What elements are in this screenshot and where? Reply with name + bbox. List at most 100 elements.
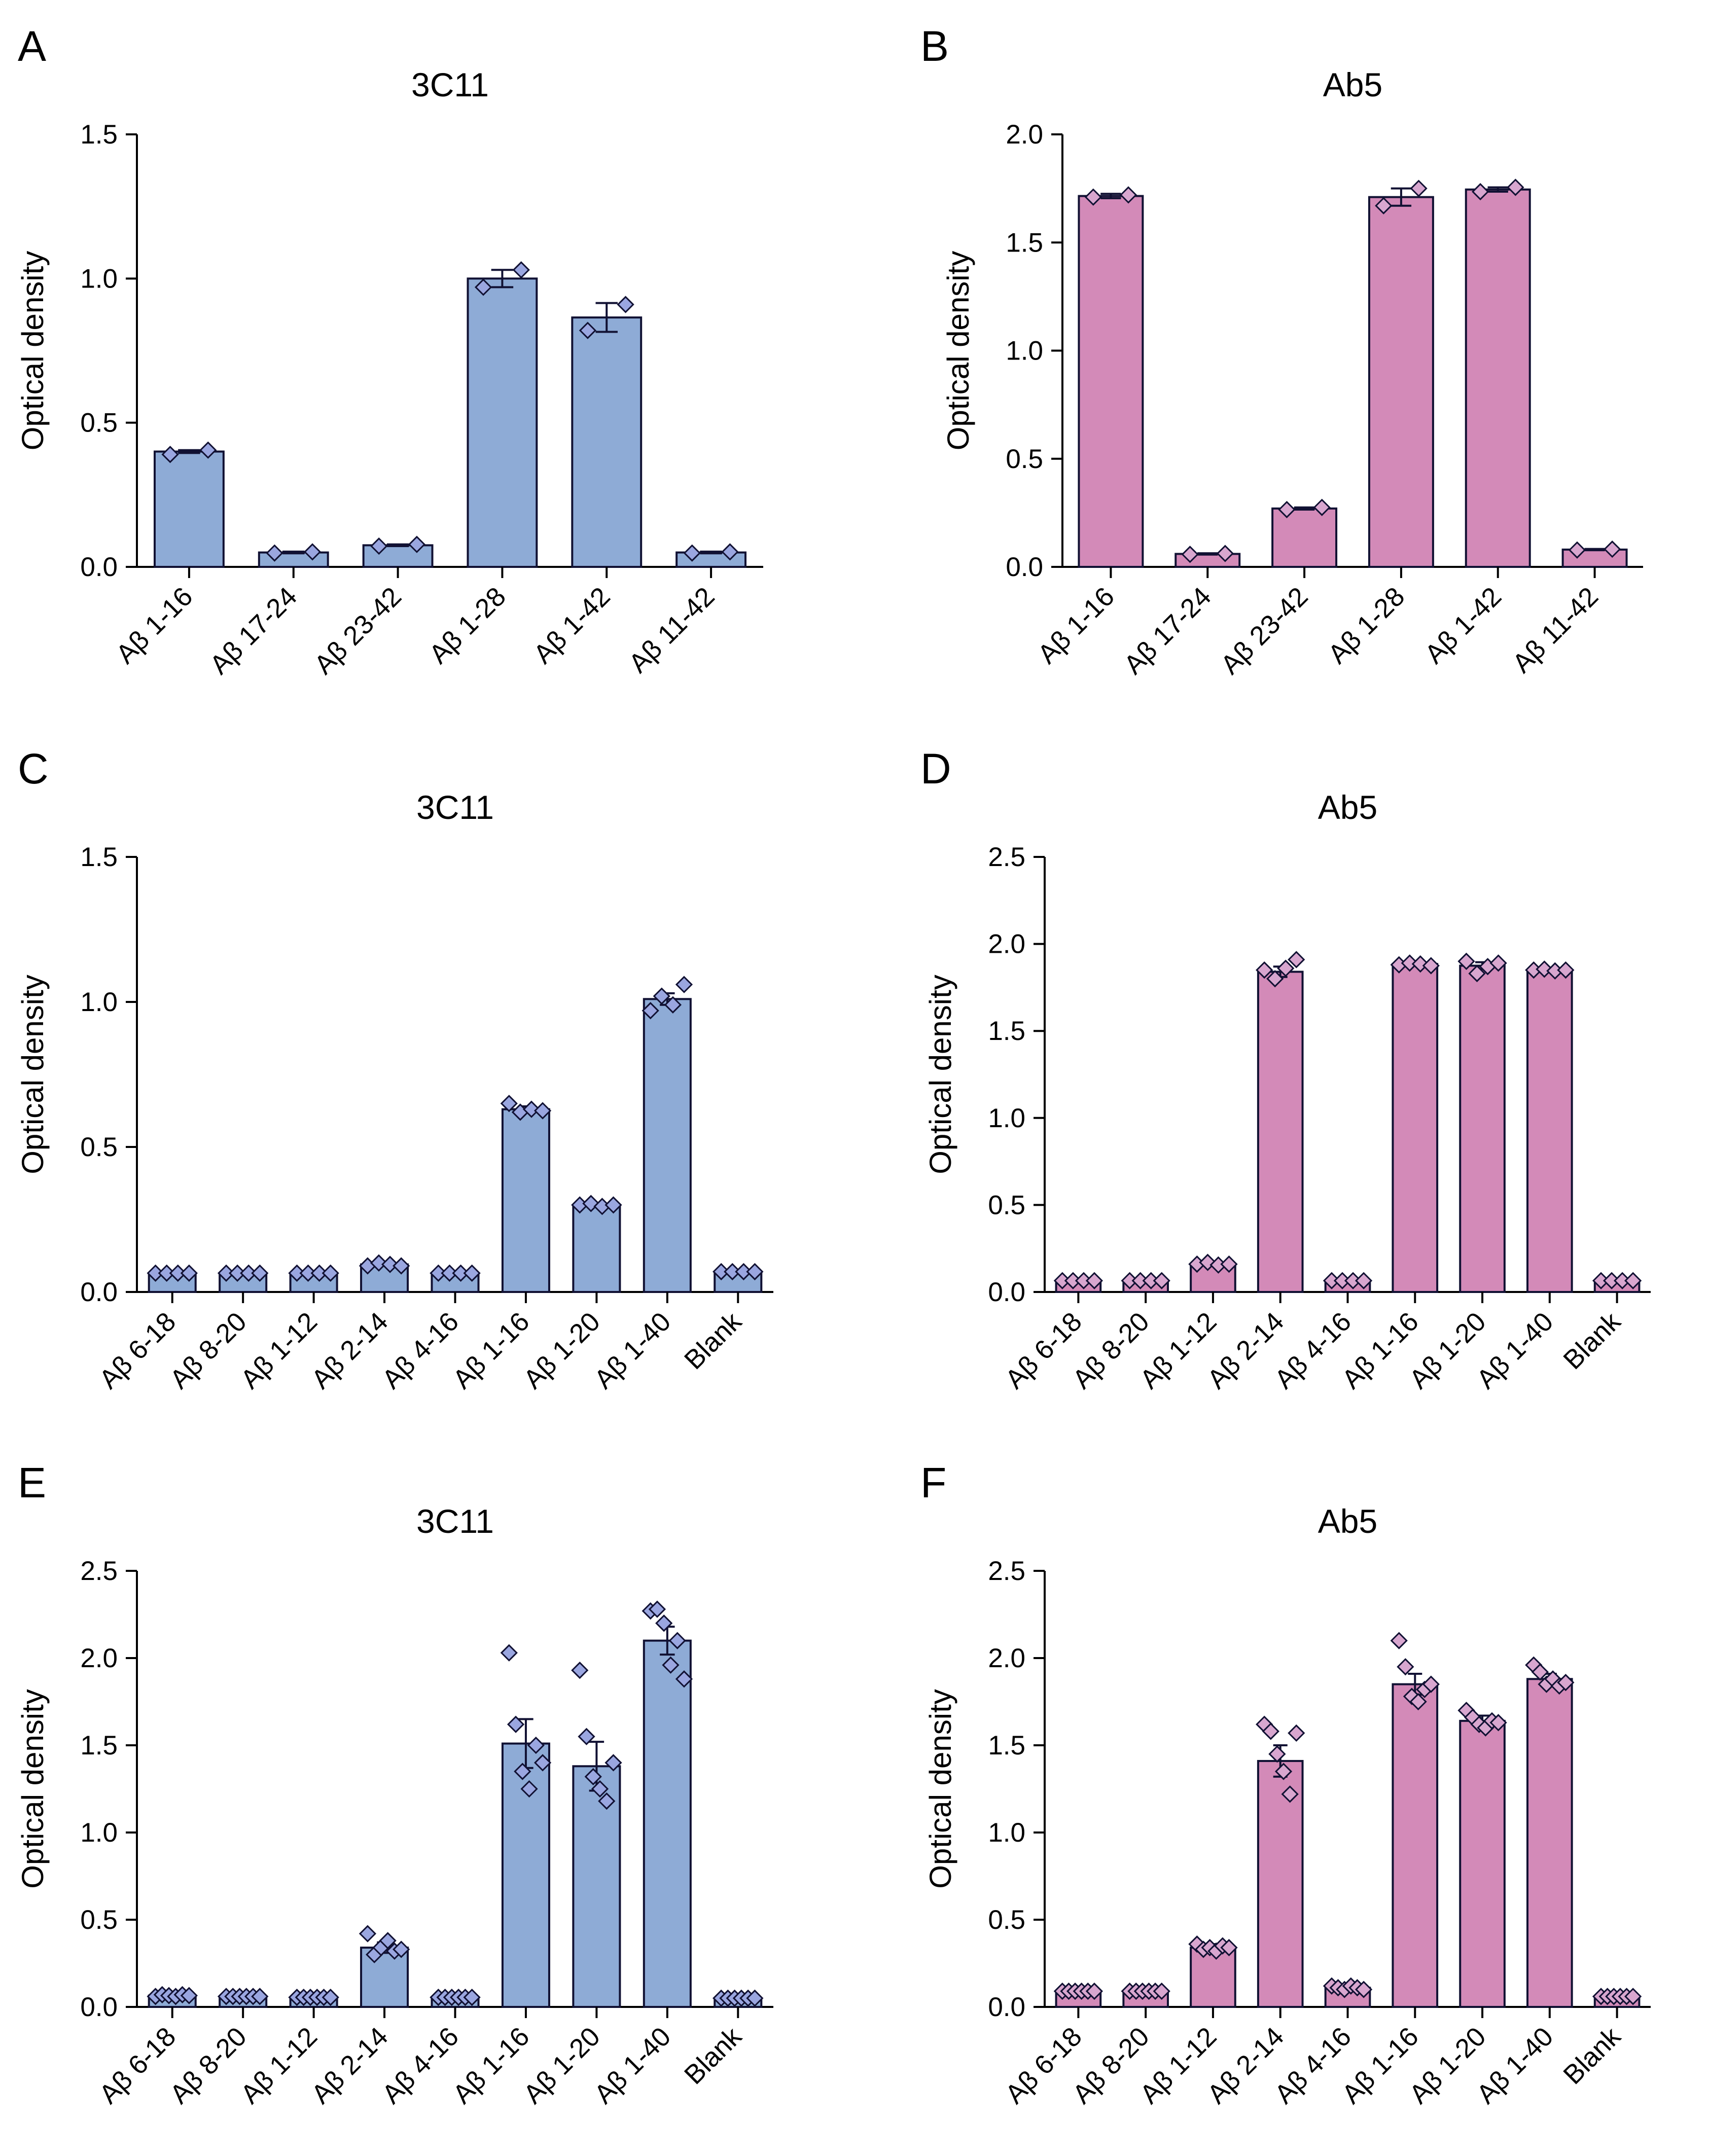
data-point <box>522 1100 541 1118</box>
data-point <box>683 544 701 562</box>
data-point <box>527 1736 545 1754</box>
data-point <box>322 1264 339 1282</box>
data-point <box>1153 1272 1170 1289</box>
y-tick-label: 1.5 <box>80 1731 118 1760</box>
x-tick-label: Aβ 1-42 <box>528 582 616 670</box>
y-tick-label: 1.0 <box>80 1818 118 1848</box>
y-axis-label: Optical density <box>923 1689 957 1889</box>
panel-label: D <box>920 745 951 793</box>
data-point <box>1278 500 1296 519</box>
bar <box>1465 188 1531 568</box>
data-point <box>1085 1982 1103 2000</box>
x-tick-label: Aβ 6-18 <box>94 1307 182 1395</box>
data-point <box>1457 952 1475 971</box>
data-point <box>1568 541 1586 559</box>
data-point <box>161 446 179 463</box>
x-tick-label: Aβ 1-16 <box>447 2022 536 2110</box>
data-point <box>370 1254 388 1272</box>
data-point <box>1119 186 1137 204</box>
data-point <box>664 996 682 1014</box>
y-tick-label: 0.0 <box>80 552 118 582</box>
data-point <box>579 321 597 339</box>
bar <box>1526 969 1573 1293</box>
data-point <box>1220 1938 1238 1957</box>
y-tick-label: 1.0 <box>988 1103 1025 1133</box>
y-tick-label: 2.5 <box>988 842 1025 872</box>
y-tick-label: 1.5 <box>80 120 118 150</box>
y-tick-label: 0.5 <box>80 408 118 438</box>
x-tick-label: Aβ 1-16 <box>111 582 199 670</box>
data-point <box>1397 1658 1414 1676</box>
bar <box>153 450 225 568</box>
y-tick-label: 1.0 <box>988 1818 1025 1848</box>
bar <box>1271 507 1338 568</box>
y-tick-label: 0.5 <box>988 1905 1025 1935</box>
x-tick-label: Aβ 23-42 <box>1215 582 1314 680</box>
y-tick-label: 2.0 <box>80 1643 118 1673</box>
x-tick-label: Aβ 1-40 <box>1471 2022 1559 2110</box>
data-point <box>1188 1935 1206 1953</box>
data-point <box>591 1780 609 1798</box>
data-point <box>533 1102 552 1120</box>
data-point <box>1266 970 1284 988</box>
data-point <box>266 544 283 562</box>
y-tick-label: 1.0 <box>80 264 118 294</box>
x-tick-label: Aβ 1-20 <box>518 1307 606 1395</box>
x-tick-label: Aβ 6-18 <box>94 2022 182 2110</box>
data-point <box>653 987 670 1005</box>
data-point <box>1281 1785 1299 1803</box>
data-point <box>322 1988 339 2006</box>
data-point <box>604 1196 622 1214</box>
data-point <box>1390 1632 1408 1649</box>
chart-title: Ab5 <box>1318 1502 1377 1540</box>
data-point <box>675 1670 693 1688</box>
data-point <box>370 537 388 555</box>
bar <box>501 1108 550 1293</box>
y-tick-label: 2.5 <box>988 1556 1025 1586</box>
chart-title: 3C11 <box>416 788 494 826</box>
data-point <box>408 535 426 553</box>
data-point <box>1624 1272 1642 1289</box>
data-point <box>199 441 217 459</box>
data-point <box>1084 188 1102 206</box>
x-tick-label: Aβ 11-42 <box>623 582 721 679</box>
x-tick-label: Aβ 1-28 <box>1323 582 1411 670</box>
panel-b: B Ab5 Optical density 0.0 0.5 1.0 1.5 2.0 Aβ 1-1… <box>920 22 1643 680</box>
y-tick-label: 0.5 <box>80 1132 118 1162</box>
bar <box>1257 1759 1304 2008</box>
data-point <box>1262 1722 1279 1740</box>
x-tick-label: Blank <box>679 2021 747 2090</box>
data-point <box>463 1264 481 1282</box>
y-tick-label: 0.5 <box>988 1190 1025 1220</box>
panel-f: F Ab5 Optical density 0.0 0.5 1.0 1.5 2.0 2.5 Aβ … <box>920 1459 1651 2109</box>
data-point <box>359 1925 377 1943</box>
panel-label: B <box>920 22 949 70</box>
data-point <box>1277 959 1295 977</box>
x-tick-label: Aβ 8-20 <box>164 2022 253 2110</box>
data-point <box>251 1988 269 2005</box>
y-tick-label: 1.0 <box>1006 336 1043 366</box>
data-point <box>571 1661 589 1679</box>
y-tick-label: 0.0 <box>1006 552 1043 582</box>
data-point <box>1181 546 1199 563</box>
x-tick-label: Blank <box>1558 1306 1627 1375</box>
data-point <box>520 1780 538 1798</box>
bar <box>467 277 538 568</box>
x-tick-label: Aβ 11-42 <box>1507 582 1604 679</box>
data-point <box>648 1600 666 1618</box>
data-point <box>500 1095 518 1112</box>
data-point <box>1422 957 1440 975</box>
bar <box>1392 1683 1439 2008</box>
data-point <box>533 1754 552 1772</box>
bar <box>1392 963 1439 1293</box>
y-axis-label: Optical density <box>16 1689 50 1889</box>
x-tick-label: Aβ 2-14 <box>306 1307 394 1395</box>
y-tick-label: 2.5 <box>80 1556 118 1586</box>
data-point <box>578 1728 595 1745</box>
data-point <box>1355 1981 1373 1998</box>
data-point <box>1489 954 1507 972</box>
y-axis-label: Optical density <box>16 251 50 451</box>
